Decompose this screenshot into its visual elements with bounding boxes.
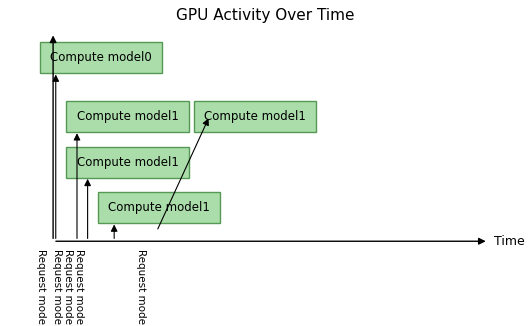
FancyBboxPatch shape (194, 101, 316, 132)
Text: Request model1: Request model1 (74, 249, 83, 326)
Text: Time: Time (494, 235, 525, 248)
FancyBboxPatch shape (40, 42, 162, 73)
Text: Compute model1: Compute model1 (108, 201, 210, 214)
FancyBboxPatch shape (66, 147, 189, 178)
Text: Compute model1: Compute model1 (76, 156, 178, 169)
FancyBboxPatch shape (98, 192, 220, 223)
Text: Compute model1: Compute model1 (204, 110, 306, 123)
Text: Compute model1: Compute model1 (76, 110, 178, 123)
Text: GPU Activity Over Time: GPU Activity Over Time (176, 8, 355, 23)
Text: Compute model0: Compute model0 (50, 52, 152, 64)
Text: Request model1: Request model1 (136, 249, 145, 326)
Text: Request model1: Request model1 (63, 249, 73, 326)
Text: Request model0: Request model0 (37, 249, 46, 326)
FancyBboxPatch shape (66, 101, 189, 132)
Text: Request model1: Request model1 (53, 249, 62, 326)
